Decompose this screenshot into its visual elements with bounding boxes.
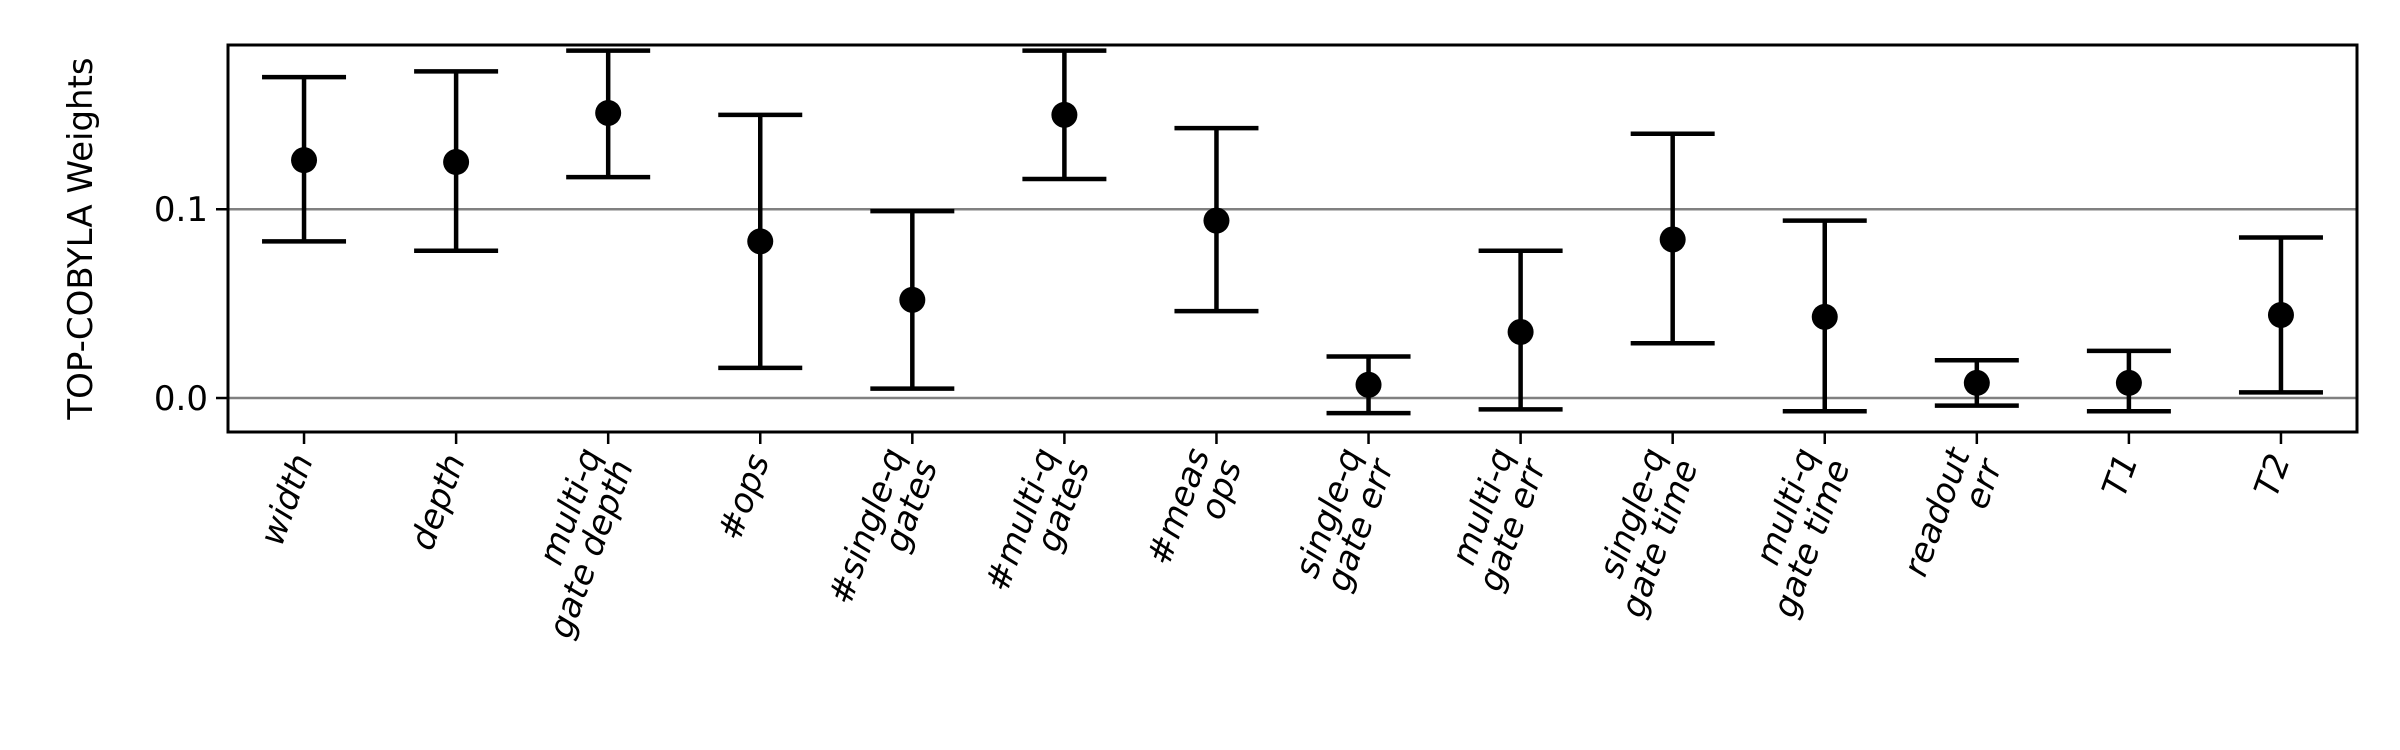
data-point [1963, 369, 1990, 396]
x-tick-label: #single-qgates [821, 443, 946, 621]
data-point [1811, 303, 1838, 330]
x-tick-label: multi-qgate time [1733, 443, 1859, 623]
error-bars [262, 48, 2323, 416]
plot-frame [226, 43, 2359, 434]
x-tick-label: #ops [710, 449, 778, 546]
data-point [1355, 371, 1382, 398]
x-tick-label: #multi-qgates [978, 443, 1099, 609]
x-tick-label: multi-qgate err [1438, 441, 1555, 596]
y-tick-label: 0.1 [154, 190, 208, 230]
data-point [2267, 301, 2294, 328]
x-tick-label: width [252, 449, 322, 551]
x-tick-label: multi-qgate depth [509, 443, 642, 644]
y-axis-ticks: 0.0 0.1 [154, 190, 228, 419]
data-points [291, 99, 2294, 398]
data-point [899, 286, 926, 313]
x-tick-label: single-qgate time [1581, 443, 1707, 623]
data-point [1507, 318, 1534, 345]
gridlines [228, 207, 2357, 400]
data-point [1659, 226, 1686, 253]
y-axis-label: TOP-COBYLA Weights [61, 57, 101, 420]
x-tick-label: #measops [1139, 443, 1250, 582]
data-point [595, 99, 622, 126]
x-tick-label: T1 [2095, 449, 2147, 503]
data-point [291, 147, 318, 174]
x-tick-label: depth [403, 449, 474, 556]
data-point [2115, 369, 2142, 396]
x-axis-ticks: width depth multi-qgate depth #ops #single-q… [252, 432, 2299, 644]
x-tick-label: single-qgate err [1286, 441, 1403, 596]
data-point [747, 228, 774, 255]
x-tick-label: readouterr [1896, 441, 2012, 593]
x-tick-label: T2 [2247, 449, 2299, 503]
data-point [443, 149, 470, 176]
data-point [1051, 101, 1078, 128]
y-tick-label: 0.0 [154, 379, 208, 419]
data-point [1203, 207, 1230, 234]
